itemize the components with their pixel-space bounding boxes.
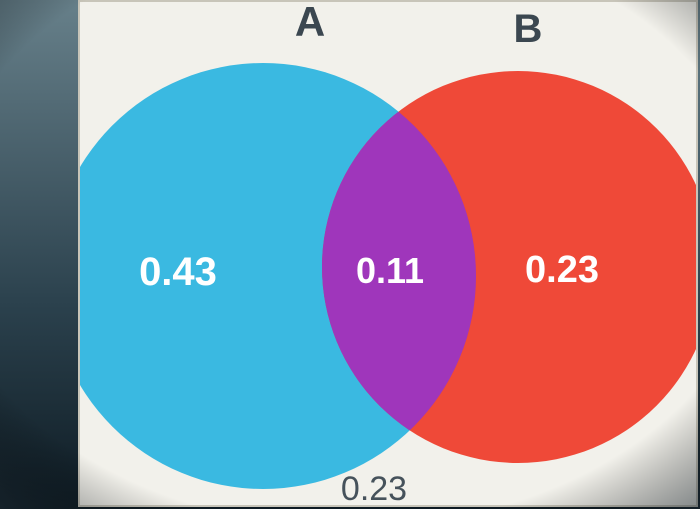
photo-vignette — [0, 0, 700, 509]
venn-diagram: A B 0.43 0.11 0.23 0.23 — [0, 0, 700, 509]
screenshot-frame: A B 0.43 0.11 0.23 0.23 — [0, 0, 700, 509]
